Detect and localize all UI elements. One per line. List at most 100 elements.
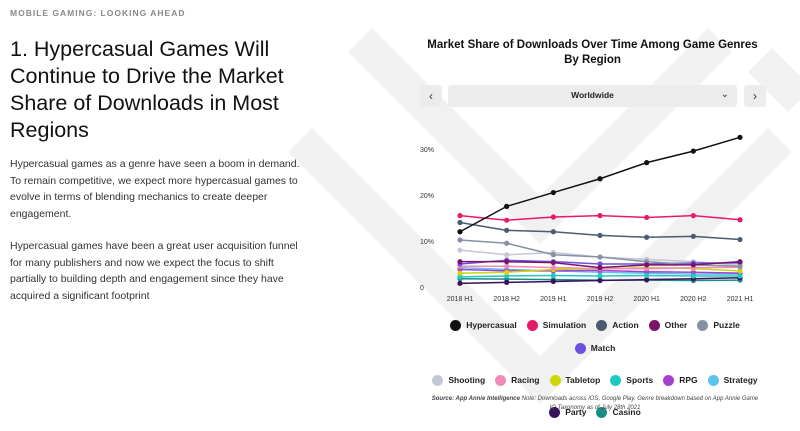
legend-swatch <box>549 406 561 418</box>
legend-item-rpg[interactable]: RPG <box>663 373 698 387</box>
data-point[interactable] <box>644 272 650 279</box>
legend-swatch <box>697 319 709 331</box>
data-point[interactable] <box>690 233 696 239</box>
data-point[interactable] <box>504 227 510 233</box>
data-point[interactable] <box>737 263 743 269</box>
data-point[interactable] <box>504 269 510 275</box>
data-point[interactable] <box>457 270 463 276</box>
data-point[interactable] <box>457 229 463 235</box>
data-point[interactable] <box>504 217 510 223</box>
series-simulation <box>457 213 743 223</box>
next-region-button[interactable]: › <box>744 85 766 107</box>
legend-item-party[interactable]: Party <box>549 405 586 419</box>
legend-item-racing[interactable]: Racing <box>495 373 540 387</box>
legend-item-other[interactable]: Other <box>648 318 688 332</box>
data-point[interactable] <box>457 237 463 243</box>
legend-label: Racing <box>511 375 540 385</box>
legend-item-tabletop[interactable]: Tabletop <box>549 373 601 387</box>
data-point[interactable] <box>644 214 650 221</box>
data-point[interactable] <box>550 229 556 235</box>
legend-label: Tabletop <box>565 375 601 385</box>
data-point[interactable] <box>737 273 743 279</box>
data-point[interactable] <box>504 259 510 265</box>
legend-swatch <box>450 319 462 331</box>
chevron-right-icon: › <box>753 89 757 103</box>
data-point[interactable] <box>737 134 743 140</box>
previous-region-button[interactable]: ‹ <box>420 85 442 107</box>
data-point[interactable] <box>644 160 650 166</box>
source-note: Source: App Annie Intelligence Note: Dow… <box>430 395 760 413</box>
legend-item-casino[interactable]: Casino <box>596 405 641 419</box>
data-point[interactable] <box>550 189 556 196</box>
legend-item-simulation[interactable]: Simulation <box>526 318 586 332</box>
data-point[interactable] <box>457 247 463 253</box>
region-select[interactable]: Worldwide ⌄ <box>448 85 737 107</box>
legend-item-sports[interactable]: Sports <box>610 373 653 387</box>
legend-swatch <box>596 319 608 331</box>
legend-label: Puzzle <box>713 320 740 330</box>
legend-label: Party <box>565 407 587 417</box>
data-point[interactable] <box>644 262 650 268</box>
legend-label: RPG <box>679 375 698 385</box>
data-point[interactable] <box>690 269 696 275</box>
data-point[interactable] <box>597 232 603 239</box>
legend-swatch <box>574 342 586 354</box>
data-point[interactable] <box>457 219 463 226</box>
series-action <box>457 219 743 243</box>
legend-swatch <box>596 406 608 418</box>
data-point[interactable] <box>550 278 556 285</box>
data-point[interactable] <box>597 273 603 279</box>
series-hypercasual <box>457 134 743 235</box>
data-point[interactable] <box>737 236 743 243</box>
data-point[interactable] <box>597 261 603 267</box>
data-point[interactable] <box>644 265 650 272</box>
data-point[interactable] <box>597 176 603 182</box>
legend-item-hypercasual[interactable]: Hypercasual <box>450 318 517 332</box>
data-point[interactable] <box>690 273 696 279</box>
legend-item-strategy[interactable]: Strategy <box>707 373 758 387</box>
legend-swatch <box>495 374 507 386</box>
data-point[interactable] <box>644 277 650 283</box>
legend-label: Other <box>664 320 688 330</box>
legend-item-shooting[interactable]: Shooting <box>432 373 485 387</box>
data-point[interactable] <box>504 273 510 279</box>
data-point[interactable] <box>550 214 556 220</box>
data-point[interactable] <box>597 254 603 260</box>
data-point[interactable] <box>550 259 556 266</box>
series-party <box>457 275 743 286</box>
data-point[interactable] <box>457 274 463 280</box>
data-point[interactable] <box>597 265 603 271</box>
legend-label: Sports <box>626 375 654 385</box>
legend-swatch <box>663 374 675 386</box>
series-other <box>457 259 743 271</box>
data-point[interactable] <box>457 259 463 265</box>
chart-legend: Hypercasual Simulation Action Other Puzzle Ma… <box>425 318 765 419</box>
data-point[interactable] <box>690 148 696 154</box>
data-point[interactable] <box>504 263 510 269</box>
data-point[interactable] <box>737 268 743 274</box>
data-point[interactable] <box>504 203 510 209</box>
data-point[interactable] <box>550 272 556 279</box>
line-chart: 0 10% 20% 30% 2018 H1 2018 H2 2019 H1 2019 H2 20… <box>420 134 753 303</box>
data-point[interactable] <box>504 240 510 246</box>
data-point[interactable] <box>504 279 510 285</box>
data-point[interactable] <box>737 217 743 223</box>
legend-item-match[interactable]: Match <box>574 341 616 355</box>
legend-swatch <box>707 374 719 386</box>
legend-label: Match <box>590 343 616 353</box>
legend-item-puzzle[interactable]: Puzzle <box>697 318 740 332</box>
legend-label: Shooting <box>448 375 486 385</box>
x-tick-label: 2018 H1 <box>447 296 474 303</box>
legend-item-action[interactable]: Action <box>596 318 639 332</box>
data-point[interactable] <box>597 277 603 284</box>
data-point[interactable] <box>550 252 556 258</box>
data-point[interactable] <box>737 259 743 265</box>
data-point[interactable] <box>457 213 463 219</box>
data-point[interactable] <box>597 213 603 219</box>
data-point[interactable] <box>644 234 650 240</box>
data-point[interactable] <box>690 262 696 268</box>
data-point[interactable] <box>550 265 556 271</box>
data-point[interactable] <box>457 280 463 286</box>
data-point[interactable] <box>690 213 696 219</box>
data-point[interactable] <box>504 252 510 258</box>
